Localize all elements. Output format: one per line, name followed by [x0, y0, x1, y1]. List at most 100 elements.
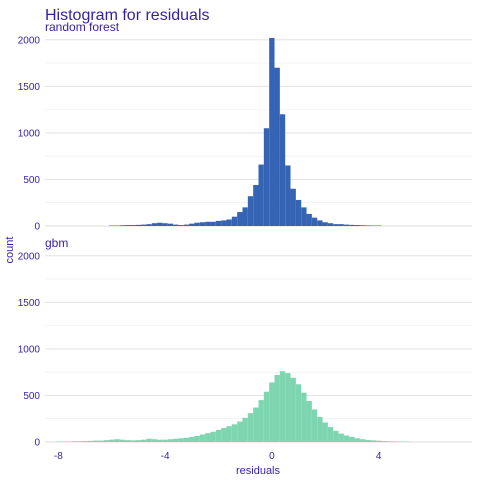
histogram-bar [258, 400, 264, 442]
histogram-bar [71, 441, 78, 442]
histogram-bar [231, 424, 238, 442]
histogram-bar [274, 374, 280, 442]
histogram-bar [253, 407, 259, 442]
y-tick-label: 1500 [18, 82, 41, 93]
histogram-bar [343, 224, 350, 226]
histogram-bar [194, 222, 200, 226]
histogram-bar [263, 128, 270, 226]
histogram-bar [253, 185, 259, 226]
histogram-bar [333, 224, 339, 226]
histogram-bar [194, 435, 200, 442]
histogram-bar [173, 224, 179, 226]
histogram-bar [135, 224, 142, 226]
histogram-bar [87, 440, 94, 442]
histogram-bar [258, 164, 264, 226]
y-axis-title: count [4, 237, 16, 264]
histogram-bar [290, 188, 296, 226]
x-tick-label: -8 [54, 451, 63, 462]
histogram-bar [167, 439, 174, 442]
histogram-bar [301, 207, 307, 226]
histogram-bar [157, 222, 163, 226]
histogram-bar [199, 434, 206, 442]
histogram-bar [338, 224, 344, 226]
facet-panels: 0 500 1000 1500 2000 random forest 0 500 1000 150… [18, 20, 472, 462]
histogram-bar [151, 223, 158, 226]
histogram-bar [157, 439, 163, 442]
histogram-bar [125, 440, 131, 442]
histogram-bar [114, 439, 120, 442]
histogram-bar [333, 430, 339, 442]
histogram-bar [359, 225, 366, 226]
histogram-bar [173, 438, 179, 442]
histogram-bar [311, 409, 318, 442]
y-tick-label: 2000 [18, 35, 41, 46]
histogram-bar [141, 224, 147, 226]
histogram-bar [263, 391, 270, 442]
histogram-bar [365, 439, 371, 442]
y-tick-label: 500 [23, 175, 40, 186]
histogram-bar [77, 441, 83, 442]
x-tick-label: 0 [269, 451, 275, 462]
histogram-bar [205, 221, 211, 226]
x-axis-title: residuals [236, 465, 281, 477]
histogram-bar [221, 220, 227, 226]
histogram-bar [327, 427, 334, 442]
histogram-bar [349, 224, 355, 226]
histogram-bar [215, 220, 222, 226]
histogram-bar [354, 225, 360, 226]
histogram-bar [322, 222, 328, 226]
histogram-bar [162, 439, 168, 442]
facet-label-gbm: gbm [45, 236, 68, 250]
histogram-bar [183, 224, 190, 226]
facet-label-random-forest: random forest [45, 20, 120, 34]
histogram-bar [381, 441, 387, 442]
histogram-bar [279, 371, 286, 442]
histogram-bar [130, 225, 136, 226]
histogram-bar [221, 428, 227, 442]
histogram-bar [183, 437, 190, 442]
histogram-bar [231, 216, 238, 226]
histogram-bar [189, 436, 195, 442]
histogram-bar [274, 67, 280, 226]
histogram-bar [242, 207, 248, 226]
histogram-bar [365, 225, 371, 226]
histogram-bar [151, 439, 158, 442]
histogram-bar [247, 413, 254, 442]
histogram-bar [141, 439, 147, 442]
y-tick-label: 1000 [18, 344, 41, 355]
y-tick-label: 0 [34, 222, 40, 233]
histogram-bar [370, 440, 376, 442]
y-tick-label: 2000 [18, 251, 41, 262]
histogram-bar [269, 37, 275, 227]
histogram-bar [189, 223, 195, 226]
x-tick-label: -4 [161, 451, 170, 462]
histogram-bar [311, 217, 318, 226]
histogram-bar [226, 426, 232, 442]
histogram-bar [301, 392, 307, 442]
histogram-bar [135, 440, 142, 442]
histogram-bar [285, 165, 291, 226]
histogram-bar [285, 373, 291, 442]
y-tick-label: 500 [23, 391, 40, 402]
histogram-bar [295, 199, 302, 226]
histogram-bar [98, 440, 104, 442]
histogram-bar [130, 440, 136, 442]
histogram-bar [386, 441, 392, 442]
histogram-bar [167, 223, 174, 226]
y-tick-label: 1000 [18, 128, 41, 139]
histogram-bar [210, 221, 216, 226]
histogram-bar [343, 435, 350, 442]
histogram-bar [178, 438, 184, 442]
histogram-bar [237, 212, 243, 226]
histogram-bar [178, 225, 184, 226]
histogram-bar [119, 439, 126, 442]
histogram-bar [391, 441, 398, 442]
histogram-bar [215, 429, 222, 442]
histogram-bar [322, 422, 328, 442]
histogram-bar [119, 225, 126, 226]
histogram-bar [354, 438, 360, 442]
y-tick-label: 1500 [18, 298, 41, 309]
histogram-bar [247, 196, 254, 226]
histogram-bar [290, 377, 296, 442]
